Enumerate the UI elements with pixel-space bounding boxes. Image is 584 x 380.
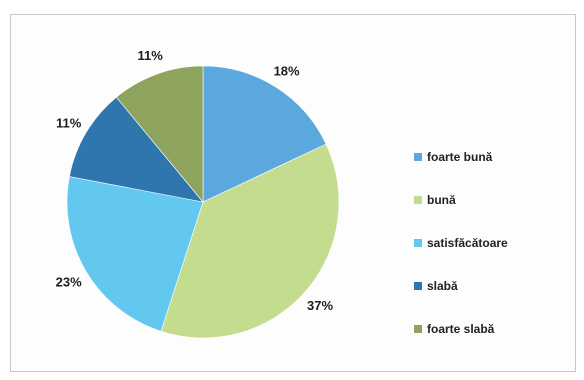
legend-swatch bbox=[414, 239, 422, 247]
pie-labels: 18% 37% 23% 11% 11% bbox=[56, 48, 334, 313]
pie-slice-foarte-slaba bbox=[115, 65, 204, 203]
pie-slices bbox=[66, 65, 340, 339]
pie-label-foarte-buna: 18% bbox=[274, 63, 300, 78]
legend-label: foarte slabă bbox=[427, 322, 495, 336]
pie-label-slaba: 11% bbox=[56, 116, 82, 131]
legend-swatch bbox=[414, 282, 422, 290]
legend: foarte bună bună satisfăcătoare slabă fo… bbox=[414, 148, 508, 363]
legend-item-satisfacatoare: satisfăcătoare bbox=[414, 234, 508, 252]
pie-label-satisfacatoare: 23% bbox=[56, 274, 82, 289]
legend-label: slabă bbox=[427, 279, 458, 293]
legend-label: bună bbox=[427, 193, 456, 207]
legend-item-foarte-slaba: foarte slabă bbox=[414, 320, 508, 338]
legend-swatch bbox=[414, 325, 422, 333]
pie-slice-foarte-buna bbox=[202, 65, 327, 203]
pie-label-foarte-slaba: 11% bbox=[138, 48, 164, 63]
legend-item-buna: bună bbox=[414, 191, 508, 209]
legend-swatch bbox=[414, 153, 422, 161]
legend-item-slaba: slabă bbox=[414, 277, 508, 295]
legend-label: satisfăcătoare bbox=[427, 236, 508, 250]
pie-slice-slaba bbox=[69, 96, 204, 203]
pie-label-buna: 37% bbox=[307, 298, 333, 313]
legend-item-foarte-buna: foarte bună bbox=[414, 148, 508, 166]
pie-slice-buna bbox=[160, 143, 340, 339]
legend-swatch bbox=[414, 196, 422, 204]
legend-label: foarte bună bbox=[427, 150, 493, 164]
pie-slice-satisfacatoare bbox=[66, 176, 204, 332]
